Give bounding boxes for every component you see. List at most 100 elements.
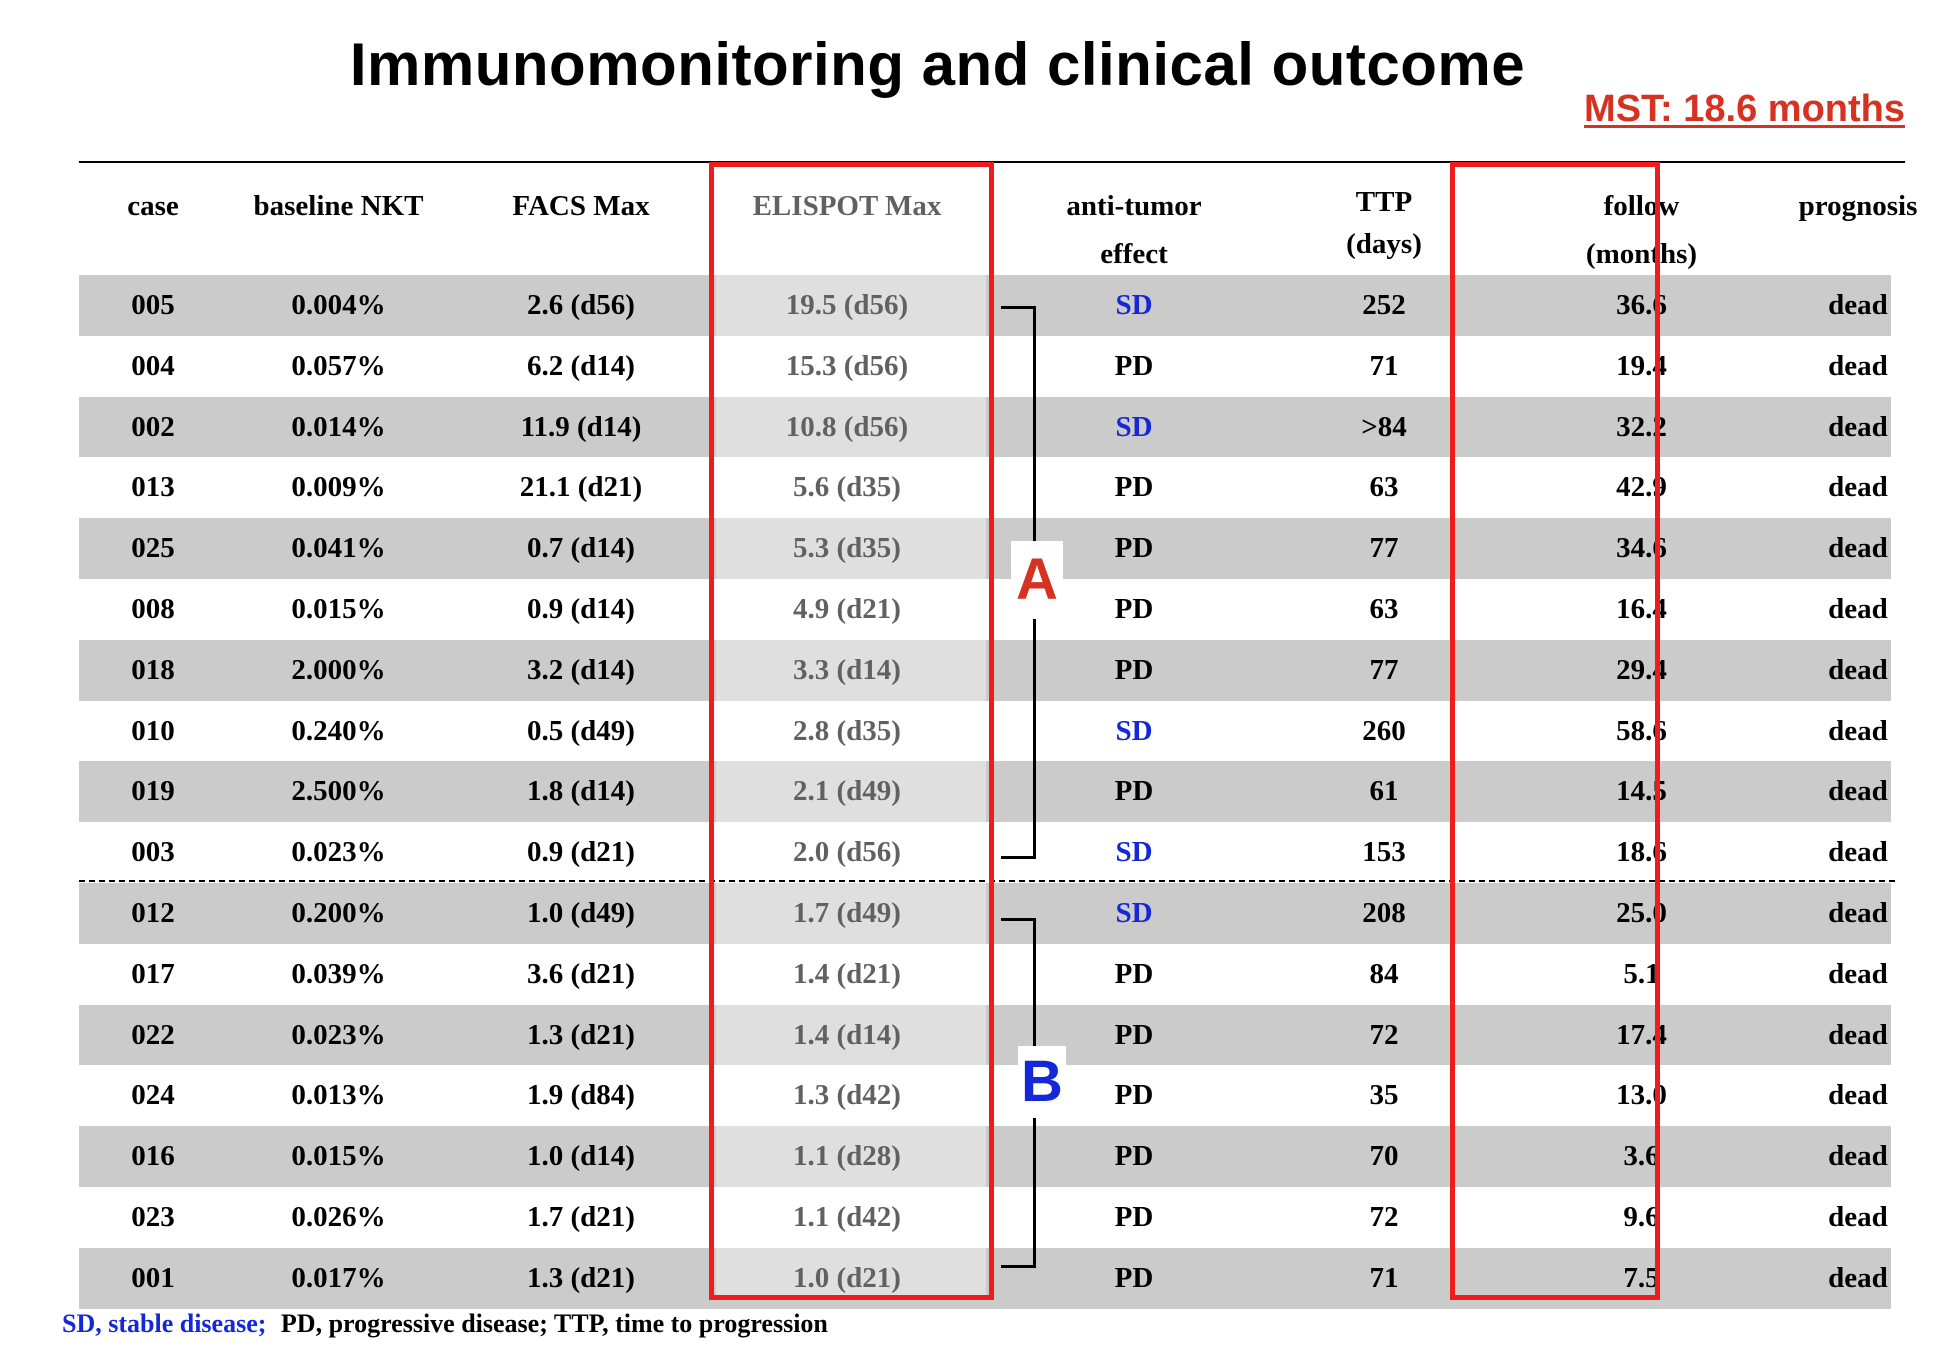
cell-prognosis: dead bbox=[1828, 896, 1888, 929]
cell-baseline-nkt: 0.023% bbox=[291, 836, 386, 869]
cell-prognosis: dead bbox=[1828, 836, 1888, 869]
table-row: 017 0.039% 3.6 (d21) 1.4 (d21) PD 84 5.1 dead bbox=[79, 944, 1891, 1005]
cell-case: 018 bbox=[131, 653, 175, 686]
cell-facs-max: 2.6 (d56) bbox=[527, 289, 635, 321]
cell-case: 022 bbox=[131, 1018, 175, 1051]
table-row: 008 0.015% 0.9 (d14) 4.9 (d21) PD 63 16.4 dead bbox=[79, 579, 1891, 640]
cell-case: 025 bbox=[131, 532, 175, 565]
cell-elispot-max: 19.5 (d56) bbox=[785, 289, 909, 321]
cell-baseline-nkt: 0.200% bbox=[291, 896, 386, 929]
footnote-sd: SD, stable disease; bbox=[62, 1309, 267, 1338]
cell-prognosis: dead bbox=[1828, 957, 1888, 990]
cell-elispot-max: 2.0 (d56) bbox=[793, 836, 901, 869]
table-row: 012 0.200% 1.0 (d49) 1.7 (d49) SD 208 25.0 dead bbox=[79, 882, 1891, 944]
cell-baseline-nkt: 0.023% bbox=[291, 1018, 386, 1051]
cell-prognosis: dead bbox=[1828, 532, 1888, 565]
cell-ttp: 71 bbox=[1369, 1261, 1399, 1294]
cell-facs-max: 0.9 (d14) bbox=[527, 592, 635, 625]
header-prognosis: prognosis bbox=[1798, 190, 1918, 222]
cell-elispot-max: 15.3 (d56) bbox=[785, 349, 909, 382]
cell-facs-max: 1.7 (d21) bbox=[527, 1200, 635, 1233]
cell-anti-tumor-effect: PD bbox=[1114, 957, 1154, 990]
cell-baseline-nkt: 0.015% bbox=[291, 1140, 386, 1173]
cell-baseline-nkt: 0.039% bbox=[291, 957, 386, 990]
cell-facs-max: 11.9 (d14) bbox=[520, 410, 642, 443]
cell-ttp: 63 bbox=[1369, 592, 1399, 625]
cell-case: 016 bbox=[131, 1140, 175, 1173]
cell-ttp: 153 bbox=[1362, 836, 1406, 869]
group-b-label: B bbox=[1018, 1046, 1066, 1118]
cell-facs-max: 1.9 (d84) bbox=[527, 1079, 635, 1112]
cell-baseline-nkt: 0.240% bbox=[291, 714, 386, 747]
cell-ttp: 70 bbox=[1369, 1140, 1399, 1173]
cell-facs-max: 21.1 (d21) bbox=[519, 471, 643, 504]
cell-baseline-nkt: 0.041% bbox=[291, 532, 386, 565]
cell-case: 004 bbox=[131, 349, 175, 382]
header-ttp: TTP (days) bbox=[1346, 186, 1422, 260]
cell-anti-tumor-effect: PD bbox=[1114, 1079, 1154, 1112]
cell-facs-max: 1.0 (d49) bbox=[527, 896, 635, 929]
cell-prognosis: dead bbox=[1828, 471, 1888, 504]
table-row: 002 0.014% 11.9 (d14) 10.8 (d56) SD >84 32.2 de… bbox=[79, 396, 1891, 458]
cell-baseline-nkt: 0.004% bbox=[291, 289, 386, 321]
cell-case: 013 bbox=[131, 471, 175, 504]
cell-prognosis: dead bbox=[1828, 1200, 1888, 1233]
cell-facs-max: 1.3 (d21) bbox=[527, 1261, 635, 1294]
cell-baseline-nkt: 0.026% bbox=[291, 1200, 386, 1233]
cell-facs-max: 1.8 (d14) bbox=[527, 775, 635, 808]
cell-ttp: 77 bbox=[1369, 532, 1399, 565]
cell-case: 012 bbox=[131, 896, 175, 929]
cell-elispot-max: 1.1 (d28) bbox=[793, 1140, 901, 1173]
cell-ttp: 71 bbox=[1369, 349, 1399, 382]
cell-facs-max: 0.5 (d49) bbox=[527, 714, 635, 747]
cell-prognosis: dead bbox=[1828, 775, 1888, 808]
cell-ttp: 252 bbox=[1362, 289, 1406, 321]
cell-facs-max: 0.7 (d14) bbox=[527, 532, 635, 565]
cell-case: 019 bbox=[131, 775, 175, 808]
cell-prognosis: dead bbox=[1828, 349, 1888, 382]
cell-elispot-max: 1.1 (d42) bbox=[793, 1200, 901, 1233]
table-body: 005 0.004% 2.6 (d56) 19.5 (d56) SD 252 36.6 dea… bbox=[79, 275, 1891, 1309]
cell-ttp: 72 bbox=[1369, 1018, 1399, 1051]
cell-baseline-nkt: 2.500% bbox=[291, 775, 386, 808]
cell-follow: 3.6 bbox=[1623, 1140, 1660, 1173]
cell-elispot-max: 1.0 (d21) bbox=[793, 1261, 901, 1294]
cell-prognosis: dead bbox=[1828, 653, 1888, 686]
cell-elispot-max: 4.9 (d21) bbox=[793, 592, 901, 625]
cell-baseline-nkt: 0.017% bbox=[291, 1261, 386, 1294]
cell-case: 003 bbox=[131, 836, 175, 869]
cell-ttp: 63 bbox=[1369, 471, 1399, 504]
cell-prognosis: dead bbox=[1828, 1140, 1888, 1173]
cell-anti-tumor-effect: PD bbox=[1114, 471, 1154, 504]
cell-elispot-max: 1.7 (d49) bbox=[793, 896, 901, 929]
cell-anti-tumor-effect: PD bbox=[1114, 592, 1154, 625]
cell-follow: 5.1 bbox=[1623, 957, 1660, 990]
cell-case: 017 bbox=[131, 957, 175, 990]
table-row: 016 0.015% 1.0 (d14) 1.1 (d28) PD 70 3.6 dead bbox=[79, 1126, 1891, 1187]
cell-case: 002 bbox=[131, 410, 175, 443]
group-divider bbox=[79, 880, 1895, 882]
cell-elispot-max: 5.6 (d35) bbox=[793, 471, 901, 504]
cell-anti-tumor-effect: SD bbox=[1115, 289, 1153, 321]
cell-facs-max: 1.0 (d14) bbox=[527, 1140, 635, 1173]
cell-elispot-max: 3.3 (d14) bbox=[793, 653, 901, 686]
cell-anti-tumor-effect: PD bbox=[1114, 349, 1154, 382]
cell-anti-tumor-effect: PD bbox=[1114, 1018, 1154, 1051]
cell-prognosis: dead bbox=[1828, 592, 1888, 625]
cell-case: 024 bbox=[131, 1079, 175, 1112]
table-row: 018 2.000% 3.2 (d14) 3.3 (d14) PD 77 29.4 dead bbox=[79, 639, 1891, 701]
cell-elispot-max: 1.4 (d21) bbox=[793, 957, 901, 990]
cell-ttp: 61 bbox=[1369, 775, 1399, 808]
follow-highlight-box bbox=[1450, 162, 1660, 1300]
elispot-highlight-box bbox=[709, 162, 994, 1300]
cell-baseline-nkt: 0.014% bbox=[291, 410, 386, 443]
cell-ttp: 35 bbox=[1369, 1079, 1399, 1112]
footnote-rest: PD, progressive disease; TTP, time to pr… bbox=[280, 1309, 828, 1338]
cell-follow: 7.5 bbox=[1623, 1261, 1660, 1294]
table-row: 024 0.013% 1.9 (d84) 1.3 (d42) PD 35 13.0 dead bbox=[79, 1065, 1891, 1126]
cell-anti-tumor-effect: PD bbox=[1114, 532, 1154, 565]
cell-prognosis: dead bbox=[1828, 1079, 1888, 1112]
header-baseline-nkt: baseline NKT bbox=[253, 190, 424, 222]
cell-ttp: 72 bbox=[1369, 1200, 1399, 1233]
cell-anti-tumor-effect: SD bbox=[1115, 714, 1153, 747]
